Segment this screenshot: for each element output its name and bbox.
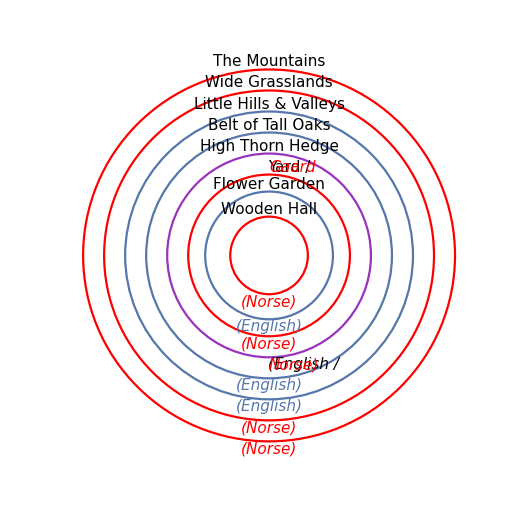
Text: (Norse): (Norse) (241, 337, 297, 351)
Text: (English): (English) (236, 379, 302, 393)
Text: Belt of Tall Oaks: Belt of Tall Oaks (208, 118, 330, 132)
Text: Norse): Norse) (269, 358, 319, 372)
Text: (Norse): (Norse) (241, 294, 297, 309)
Text: Flower Garden: Flower Garden (213, 176, 325, 192)
Text: (English): (English) (236, 319, 302, 334)
Text: (English /: (English / (268, 358, 344, 372)
Text: (English): (English) (236, 400, 302, 414)
Text: Wooden Hall: Wooden Hall (221, 202, 317, 217)
Text: (Norse): (Norse) (241, 421, 297, 435)
Text: High Thorn Hedge: High Thorn Hedge (200, 139, 339, 153)
Text: (Norse): (Norse) (241, 442, 297, 456)
Text: Yard /: Yard / (268, 160, 316, 175)
Text: Wide Grasslands: Wide Grasslands (205, 76, 333, 90)
Text: Gaard: Gaard (269, 160, 316, 175)
Text: The Mountains: The Mountains (213, 55, 326, 69)
Text: Little Hills & Valleys: Little Hills & Valleys (194, 97, 344, 111)
